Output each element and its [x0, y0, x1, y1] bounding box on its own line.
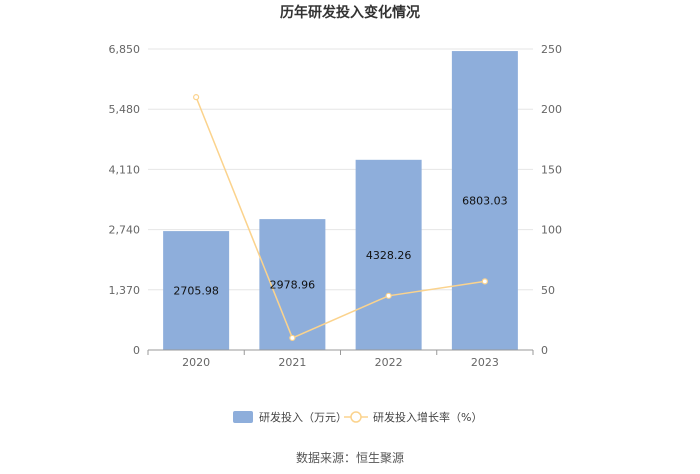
y-left-tick-label: 5,480: [109, 103, 141, 116]
axes: 0 1,370 2,740 4,110 5,480 6,850 0 50 100 150 200 25…: [109, 43, 563, 369]
legend[interactable]: 研发投入（万元） 研发投入增长率（%）: [233, 410, 482, 424]
y-left-tick-label: 1,370: [109, 284, 141, 297]
y-left-tick-label: 0: [133, 344, 140, 357]
y-right-tick-label: 200: [541, 103, 562, 116]
y-left-tick-label: 4,110: [109, 163, 141, 176]
growth-point: [481, 278, 488, 285]
x-tick-label: 2023: [471, 356, 499, 369]
chart-title: 历年研发投入变化情况: [280, 4, 420, 21]
bar: [451, 51, 518, 351]
bar-value-label: 2705.98: [173, 285, 219, 298]
x-tick-label: 2020: [182, 356, 210, 369]
bar-value-label: 6803.03: [462, 195, 508, 208]
growth-point: [193, 94, 200, 101]
legend-bar-label: 研发投入（万元）: [259, 410, 347, 424]
legend-line-marker: [350, 411, 362, 423]
growth-point: [385, 292, 392, 299]
growth-line: [195, 96, 485, 339]
bar-value-label: 2978.96: [270, 279, 316, 292]
y-left-tick-label: 6,850: [109, 43, 141, 56]
y-right-tick-label: 50: [541, 284, 555, 297]
data-labels: 2705.98 2978.96 4328.26 6803.03: [173, 195, 507, 298]
y-right-tick-label: 100: [541, 224, 562, 237]
x-tick-label: 2022: [375, 356, 403, 369]
bar: [163, 231, 230, 350]
y-left-tick-label: 2,740: [109, 224, 141, 237]
x-tick-label: 2021: [278, 356, 306, 369]
y-right-tick-label: 0: [541, 344, 548, 357]
y-right-tick-label: 250: [541, 43, 562, 56]
y-right-tick-label: 150: [541, 163, 562, 176]
line-series: [193, 94, 488, 342]
bar-series: [163, 51, 518, 351]
legend-line-label: 研发投入增长率（%）: [373, 410, 482, 424]
bar-value-label: 4328.26: [366, 249, 412, 262]
growth-point: [289, 334, 296, 342]
bar: [355, 159, 422, 350]
source-note: 数据来源：恒生聚源: [296, 450, 404, 465]
legend-bar-swatch: [233, 411, 253, 423]
